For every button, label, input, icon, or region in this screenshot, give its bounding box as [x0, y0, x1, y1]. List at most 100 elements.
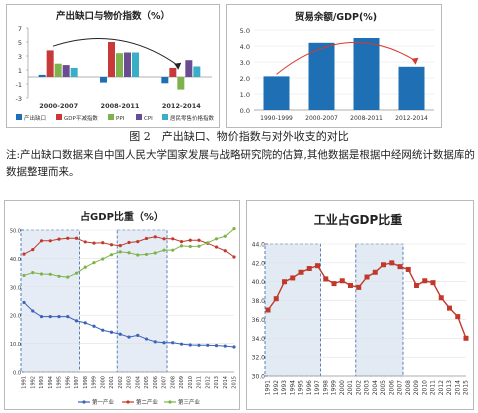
- data-point: [153, 340, 157, 344]
- data-point: [430, 280, 436, 286]
- x-tick-label: 1995: [298, 380, 305, 395]
- x-tick-label: 2011: [430, 380, 437, 395]
- y-tick-label: 3.0: [240, 59, 250, 67]
- data-point: [109, 243, 114, 247]
- data-point: [389, 260, 395, 266]
- legend-swatch: [136, 114, 142, 120]
- data-point: [298, 269, 304, 275]
- x-tick-label: 2012: [205, 376, 211, 389]
- data-point: [171, 248, 175, 252]
- data-point: [109, 330, 114, 334]
- data-point: [188, 238, 192, 242]
- data-point: [206, 343, 210, 347]
- chart-title: 产出缺口与物价指数（%）: [56, 10, 170, 22]
- y-tick-label: 38.0: [252, 298, 266, 305]
- shaded-period: [116, 229, 168, 373]
- x-tick-label: 1998: [322, 380, 329, 395]
- data-point: [232, 226, 236, 231]
- x-tick-label: 2012-2014: [162, 102, 201, 110]
- data-point: [223, 249, 227, 253]
- legend-label: 居民零售价格指数: [170, 114, 215, 122]
- x-tick-label: 1997: [74, 376, 80, 389]
- data-point: [455, 314, 461, 320]
- y-tick-label: 36.0: [252, 317, 266, 324]
- chart-title: 占GDP比重（%）: [80, 210, 164, 223]
- bar: [108, 42, 115, 77]
- legend-label: PPI: [116, 116, 125, 122]
- y-tick-label: 0.0: [240, 107, 250, 115]
- x-tick-label: 1993: [39, 376, 45, 389]
- y-tick-label: -3: [16, 95, 22, 103]
- y-tick-label: 1: [18, 67, 22, 75]
- shaded-period: [355, 243, 404, 377]
- data-point: [339, 278, 345, 284]
- x-tick-label: 1998: [83, 376, 89, 389]
- x-tick-label: 2000: [100, 376, 106, 389]
- data-point: [188, 343, 192, 347]
- data-point: [463, 335, 469, 341]
- x-tick-label: 1991: [22, 376, 28, 389]
- x-tick-label: 2011: [197, 376, 203, 389]
- data-point: [31, 271, 35, 275]
- data-point: [74, 319, 79, 323]
- shaded-period: [264, 243, 321, 377]
- x-tick-label: 2013: [446, 380, 453, 395]
- data-point: [48, 272, 52, 276]
- x-tick-label: 1994: [289, 380, 296, 395]
- y-tick-label: 7: [18, 25, 22, 33]
- gdp-share-chart-panel: 占GDP比重（%） 0.0 10.0 20.0 30.0 40.0 50.0 1991 199…: [4, 200, 240, 410]
- y-tick-label: 3: [18, 53, 22, 61]
- data-point: [381, 262, 386, 268]
- bar: [38, 74, 46, 77]
- bar: [132, 52, 139, 77]
- data-point: [214, 237, 219, 241]
- x-tick-label: 1992: [30, 376, 36, 389]
- x-tick-label: 2003: [127, 376, 133, 389]
- y-tick-label: 5: [18, 39, 22, 47]
- data-point: [162, 248, 166, 252]
- x-tick-label: 2008-2011: [350, 115, 383, 122]
- bar: [46, 50, 54, 77]
- x-tick-label: 2001: [109, 376, 115, 389]
- bar: [100, 77, 107, 83]
- y-tick-label: 44.0: [252, 242, 266, 249]
- x-tick-label: 2009: [179, 376, 185, 389]
- y-tick-label: 4.0: [240, 43, 250, 51]
- x-tick-label: 2007: [397, 380, 404, 395]
- data-point: [83, 240, 87, 244]
- x-tick-label: 2000-2007: [39, 102, 78, 110]
- bar: [308, 42, 335, 110]
- x-tick-label: 2012: [438, 380, 445, 395]
- data-point: [66, 236, 70, 240]
- bar: [177, 77, 185, 90]
- x-tick-label: 2005: [144, 376, 150, 389]
- y-tick-label: 30.0: [252, 374, 266, 381]
- data-point: [136, 333, 140, 337]
- x-tick-label: 2001: [347, 380, 354, 395]
- data-point: [179, 342, 184, 346]
- x-tick-label: 2004: [372, 380, 379, 395]
- data-point: [39, 239, 44, 243]
- data-point: [273, 296, 279, 302]
- data-point: [144, 252, 149, 257]
- shaded-period: [20, 229, 80, 373]
- x-tick-label: 2004: [135, 376, 141, 389]
- y-tick-label: -1: [16, 81, 22, 89]
- bar: [263, 76, 290, 110]
- y-tick-label: 2.0: [240, 75, 250, 83]
- legend-swatch: [16, 114, 22, 120]
- bar: [169, 67, 177, 77]
- data-point: [92, 241, 96, 245]
- data-point: [265, 307, 271, 313]
- legend-marker: [82, 400, 86, 404]
- data-point: [214, 245, 219, 249]
- data-point: [39, 272, 44, 276]
- data-point: [282, 279, 287, 285]
- data-point: [127, 251, 131, 255]
- bar: [62, 65, 70, 77]
- data-point: [356, 284, 362, 290]
- data-point: [101, 257, 105, 261]
- y-tick-label: 1.0: [240, 91, 250, 99]
- data-point: [57, 315, 61, 319]
